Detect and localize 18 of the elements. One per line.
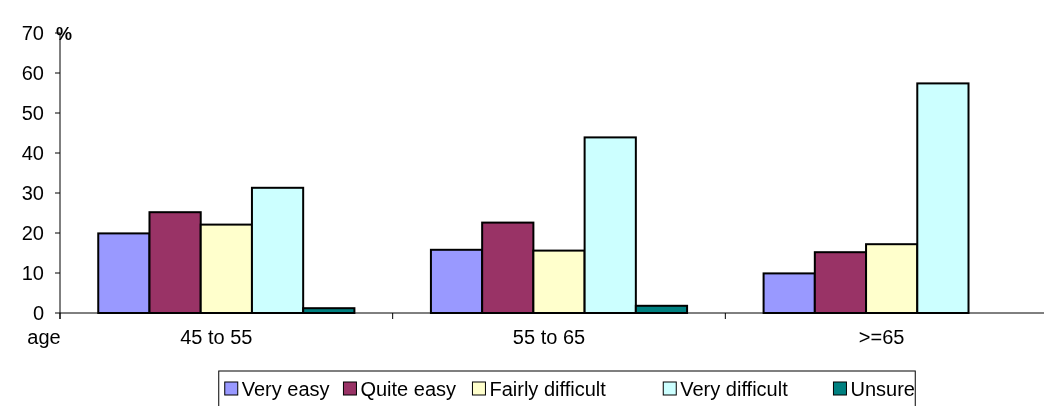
legend-label: Very difficult <box>680 378 789 400</box>
y-tick-label: 0 <box>32 302 44 324</box>
legend-label: Very easy <box>241 378 330 400</box>
y-tick-label: 20 <box>21 222 44 244</box>
y-tick-label: 40 <box>21 142 44 164</box>
legend-label: Fairly difficult <box>489 378 607 400</box>
y-tick-label: 30 <box>21 182 44 204</box>
legend-label: Quite easy <box>360 378 457 400</box>
x-axis-title: age <box>27 326 61 348</box>
x-tick-label: 55 to 65 <box>512 326 586 348</box>
x-tick-label: >=65 <box>858 326 905 348</box>
y-tick-label: 50 <box>21 102 44 124</box>
y-tick-label: 60 <box>21 62 44 84</box>
y-tick-label: 10 <box>21 262 44 284</box>
y-axis-title: % <box>55 24 73 45</box>
x-tick-label: 45 to 55 <box>180 326 253 348</box>
y-tick-label: 70 <box>21 22 44 44</box>
legend-label: Unsure <box>850 378 915 400</box>
